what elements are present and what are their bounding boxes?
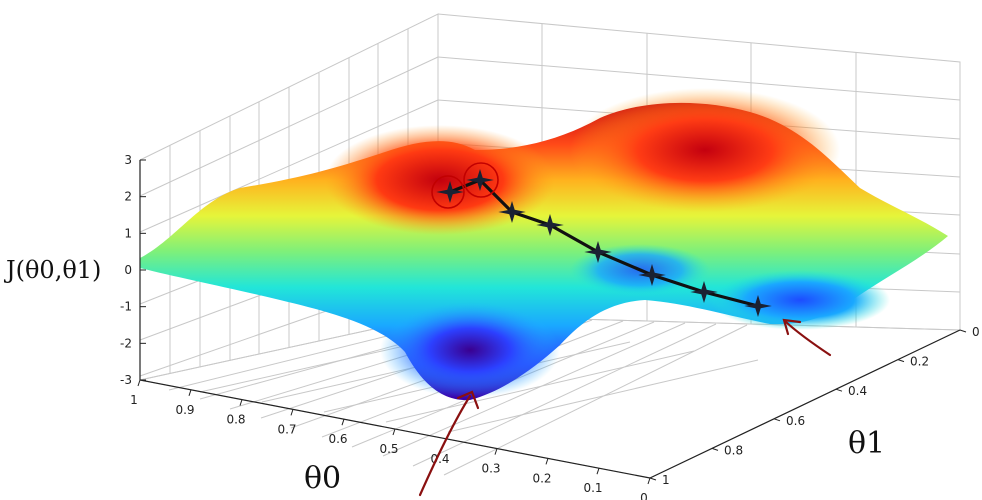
z-axis-ticks: 3 2 1 0 -1 -2 -3	[120, 153, 146, 387]
z-axis-label: J(θ0,θ1)	[3, 256, 101, 284]
theta0-tick-label: 1	[130, 393, 138, 407]
start-circle-b	[463, 162, 499, 198]
theta0-tick-label: 0.1	[583, 481, 602, 495]
theta0-tick-mark	[647, 477, 651, 485]
theta1-tick-label: 0.6	[786, 414, 805, 428]
z-tick-label: 3	[124, 153, 132, 167]
left-peak	[325, 125, 555, 235]
arrow-front-minimum	[418, 394, 472, 497]
theta1-tick-label: 0.4	[848, 384, 867, 398]
local-minima-arrows	[418, 318, 832, 497]
arrow-right-minimum	[784, 320, 832, 357]
theta1-tick-label: 0.8	[724, 443, 743, 457]
theta1-tick-mark	[649, 477, 657, 481]
theta1-tick-mark	[897, 359, 905, 363]
theta1-tick-mark	[773, 418, 781, 422]
theta0-tick-mark	[239, 399, 243, 406]
theta0-tick-label: 0.9	[175, 403, 194, 417]
z-tick-label: 2	[124, 190, 132, 204]
theta0-tick-mark	[137, 379, 141, 387]
cost-surface	[140, 88, 948, 401]
theta0-tick-mark	[188, 389, 192, 396]
x-axis-label: θ0	[304, 461, 341, 496]
descent-step-marker	[690, 281, 718, 303]
descent-step-marker	[536, 214, 564, 236]
theta1-tick-mark	[959, 329, 967, 333]
theta1-tick-label: 0	[972, 325, 980, 339]
z-tick-label: -3	[120, 373, 132, 387]
front-valley	[380, 302, 560, 398]
theta0-tick-mark	[290, 409, 294, 416]
descent-step-marker	[638, 264, 666, 286]
y-axis-line	[649, 329, 961, 479]
right-valley	[710, 270, 890, 330]
theta0-tick-mark	[392, 428, 396, 436]
theta0-axis-ticks: 10.90.80.70.60.50.40.30.20.10	[130, 379, 651, 500]
theta0-tick-label: 0.2	[532, 471, 551, 485]
theta1-tick-mark	[835, 388, 843, 392]
theta0-tick-mark	[341, 419, 345, 426]
arrow-right-head	[782, 318, 802, 336]
z-tick-label: 1	[124, 226, 132, 240]
descent-step-marker	[466, 169, 494, 191]
descent-step-marker	[584, 241, 612, 263]
theta0-tick-label: 0.5	[379, 442, 398, 456]
theta0-tick-label: 0.6	[328, 432, 347, 446]
z-tick-label: -1	[120, 300, 132, 314]
start-circle-a	[431, 175, 465, 209]
theta0-tick-mark	[494, 448, 498, 455]
theta1-tick-label: 1	[662, 473, 670, 487]
gradient-descent-path	[431, 162, 772, 317]
y-axis-label: θ1	[848, 426, 885, 461]
theta0-tick-label: 0.8	[226, 413, 245, 427]
theta1-tick-mark	[711, 447, 719, 451]
descent-line	[448, 178, 760, 308]
z-tick-label: -2	[120, 336, 132, 350]
z-tick-label: 0	[124, 263, 132, 277]
theta0-tick-mark	[596, 468, 600, 475]
theta0-tick-label: 0.3	[481, 462, 500, 476]
theta0-tick-label: 0	[640, 491, 648, 500]
theta0-tick-label: 0.7	[277, 422, 296, 436]
theta1-tick-label: 0.2	[910, 355, 929, 369]
arrow-front-head	[456, 390, 480, 410]
descent-step-marker	[498, 201, 526, 223]
right-peak	[570, 88, 840, 212]
descent-step-marker	[436, 181, 464, 203]
theta1-axis-ticks: 0 0.2 0.4 0.6 0.8 1	[649, 325, 980, 487]
descent-step-marker	[744, 295, 772, 317]
theta0-tick-mark	[545, 458, 549, 465]
